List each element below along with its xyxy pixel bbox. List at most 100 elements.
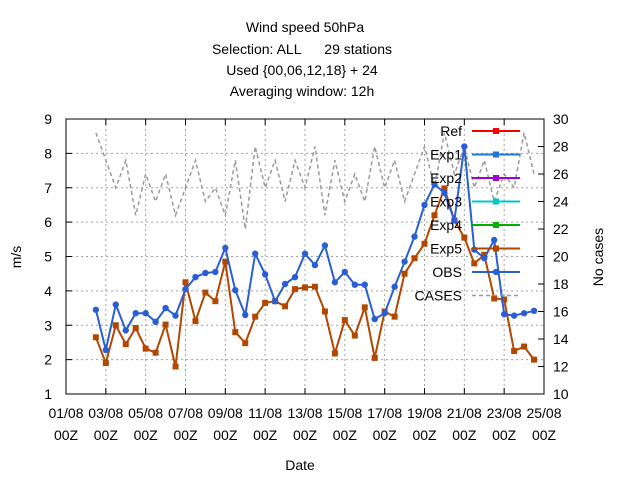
obs-point: [152, 318, 159, 326]
exp5-point: [292, 286, 299, 293]
obs-point: [92, 306, 100, 313]
obs-point: [341, 268, 349, 276]
x-tick-label-hour: 00Z: [532, 427, 557, 443]
y2-tick-label: 12: [553, 359, 569, 375]
exp5-point: [162, 321, 169, 328]
obs-point: [311, 261, 319, 269]
y-tick-label: 3: [44, 317, 52, 333]
x-tick-label-hour: 00Z: [452, 427, 477, 443]
obs-point: [222, 244, 229, 252]
x-tick-label-hour: 00Z: [492, 427, 517, 443]
obs-point: [530, 307, 538, 315]
obs-point: [361, 281, 368, 288]
title-line-1: Wind speed 50hPa: [246, 19, 365, 35]
legend-item-exp5: Exp5: [430, 241, 520, 257]
exp5-point: [212, 298, 219, 305]
x-tick-label-date: 21/08: [447, 405, 482, 421]
exp5-point: [531, 356, 538, 363]
legend: Ref Exp1 Exp2 Exp3 Exp4 Exp5 OBS CASES: [415, 123, 520, 304]
obs-point: [331, 279, 339, 286]
exp5-point: [302, 284, 308, 291]
exp5-point: [262, 299, 269, 306]
obs-point: [491, 236, 498, 244]
x-tick-label-hour: 00Z: [333, 427, 358, 443]
obs-point: [481, 255, 488, 262]
obs-point: [192, 273, 199, 281]
exp5-point: [371, 354, 378, 361]
x-tick-label-date: 05/08: [128, 405, 163, 421]
obs-point: [142, 310, 149, 317]
obs-point: [411, 233, 418, 240]
exp5-point: [471, 260, 478, 267]
obs-point: [500, 311, 508, 318]
legend-marker: [493, 151, 499, 158]
x-tick-label-date: 03/08: [88, 405, 123, 421]
y2-tick-label: 10: [553, 386, 569, 402]
exp5-point: [441, 185, 448, 192]
exp5-point: [222, 258, 229, 265]
obs-point: [421, 201, 428, 209]
data-series: [92, 143, 538, 370]
exp5-point: [112, 322, 119, 329]
x-tick-label-date: 09/08: [208, 405, 243, 421]
legend-label: OBS: [432, 264, 462, 280]
y-tick-label: 4: [44, 283, 52, 299]
legend-label: Ref: [440, 123, 462, 139]
legend-marker: [493, 245, 499, 252]
exp5-point: [152, 349, 159, 356]
obs-point: [202, 269, 209, 277]
x-tick-label-date: 07/08: [168, 405, 203, 421]
legend-item-obs: OBS: [432, 264, 520, 280]
exp5-point: [351, 332, 358, 339]
x-tick-label-hour: 00Z: [213, 427, 238, 443]
y-axis-ticks: 1 2 3 4 5 6 7 8 9: [44, 111, 72, 402]
obs-point: [162, 304, 169, 312]
legend-item-exp3: Exp3: [430, 194, 520, 210]
legend-item-exp4: Exp4: [430, 217, 520, 233]
exp5-point: [481, 251, 488, 258]
x-tick-label-date: 23/08: [487, 405, 522, 421]
exp5-point: [252, 313, 259, 320]
obs-point: [102, 346, 110, 354]
obs-point: [281, 280, 289, 288]
exp5-point: [102, 360, 109, 367]
y2-tick-label: 24: [553, 194, 569, 210]
exp5-point: [132, 325, 139, 331]
legend-item-exp1: Exp1: [430, 147, 520, 163]
legend-marker: [492, 268, 500, 276]
y2-axis-label: No cases: [590, 228, 606, 286]
exp5-point: [232, 329, 239, 336]
obs-point: [132, 310, 139, 317]
obs-point: [520, 310, 528, 317]
y2-tick-label: 18: [553, 276, 569, 292]
legend-label: CASES: [415, 288, 462, 304]
exp5-point: [341, 317, 348, 324]
y2-tick-label: 28: [553, 139, 569, 155]
legend-label: Exp3: [430, 194, 462, 210]
exp5-point: [192, 318, 199, 325]
x-tick-label-hour: 00Z: [293, 427, 318, 443]
legend-marker: [493, 128, 499, 134]
exp5-point: [411, 255, 418, 262]
obs-point: [431, 181, 438, 188]
x-tick-label-date: 15/08: [327, 405, 362, 421]
exp5-point: [511, 348, 518, 355]
y2-tick-label: 30: [553, 111, 569, 127]
obs-point: [451, 217, 458, 224]
obs-point: [401, 258, 408, 265]
title-line-3: Used {00,06,12,18} + 24: [226, 62, 378, 78]
y-tick-label: 9: [44, 111, 52, 127]
obs-point: [461, 143, 468, 150]
exp5-point: [142, 345, 149, 352]
x-tick-label-hour: 00Z: [94, 427, 119, 443]
legend-label: Exp5: [430, 241, 462, 257]
x-tick-label-date: 11/08: [248, 405, 282, 421]
x-tick-label-hour: 00Z: [134, 427, 159, 443]
obs-point: [112, 301, 119, 308]
legend-marker: [493, 175, 499, 181]
cases-series: [95, 132, 535, 230]
exp5-point: [331, 350, 338, 357]
x-tick-label-hour: 00Z: [412, 427, 437, 443]
obs-point: [232, 286, 239, 294]
x-tick-label-date: 01/08: [48, 405, 83, 421]
